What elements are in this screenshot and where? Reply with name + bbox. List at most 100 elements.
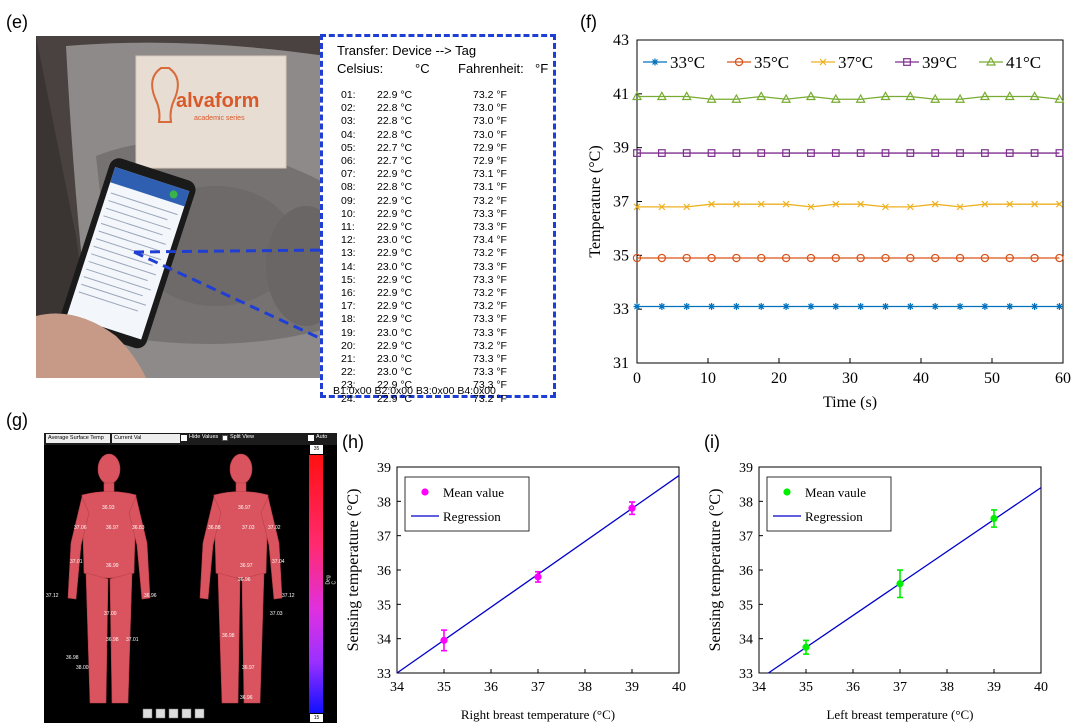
scale-min[interactable]: 15 — [310, 714, 323, 722]
reading-index: 07: — [341, 168, 356, 181]
reading-index: 05: — [341, 141, 356, 154]
data-point — [981, 149, 989, 157]
data-point — [955, 93, 966, 103]
y-tick-label: 39 — [739, 461, 753, 476]
data-point — [1054, 93, 1065, 103]
celsius-label: Celsius: — [337, 61, 384, 76]
data-point — [732, 302, 740, 310]
data-point — [880, 91, 891, 101]
y-axis-label: Sensing temperature (°C) — [707, 489, 724, 652]
reading-celsius: 23.0 °C — [377, 260, 413, 273]
data-point — [806, 253, 816, 263]
reading-row: 16: 22.9 °C 73.2 °F — [341, 287, 507, 300]
reading-celsius: 22.8 °C — [377, 128, 413, 141]
data-point — [981, 200, 989, 208]
reading-index: 01: — [341, 89, 356, 101]
data-point — [855, 93, 866, 103]
series-line — [637, 203, 1060, 208]
reading-index: 02: — [341, 102, 356, 115]
series-line — [637, 95, 1060, 100]
hide-values-checkbox[interactable] — [181, 435, 187, 441]
legend-label: Regression — [443, 509, 501, 524]
reading-index: 09: — [341, 194, 356, 207]
current-val-dropdown[interactable]: Current Val — [112, 434, 180, 443]
y-tick-label: 38 — [377, 495, 391, 510]
x-tick-label: 60 — [1055, 370, 1071, 387]
reading-index: 24: — [341, 392, 356, 405]
surface-temp-dropdown[interactable]: Average Surface Temp — [46, 434, 110, 443]
x-tick-label: 10 — [700, 370, 716, 387]
y-tick-label: 43 — [613, 32, 629, 49]
reading-fahrenheit: 73.2 °F — [473, 287, 507, 300]
reading-fahrenheit: 73.0 °F — [473, 102, 507, 115]
reading-fahrenheit: 73.2 °F — [473, 300, 507, 313]
reading-celsius: 23.0 °C — [377, 234, 413, 247]
reading-row: 09: 22.9 °C 73.2 °F — [341, 195, 507, 208]
reading-index: 13: — [341, 247, 356, 260]
reading-row: 12: 23.0 °C 73.4 °F — [341, 234, 507, 247]
data-point — [782, 149, 791, 157]
thermal-reading: 38.00 — [76, 665, 89, 671]
x-tick-label: 40 — [672, 680, 686, 695]
reading-celsius: 22.9 °C — [377, 194, 413, 207]
data-point — [1029, 91, 1040, 101]
data-point — [1031, 200, 1039, 208]
reading-row: 02: 22.8 °C 73.0 °F — [341, 102, 507, 115]
thermal-reading: 36.96 — [238, 577, 251, 583]
fahrenheit-unit: °F — [535, 61, 549, 76]
panel-label-i: (i) — [704, 432, 720, 452]
panel-label-e: (e) — [6, 12, 28, 32]
thermal-reading: 36.98 — [66, 655, 79, 661]
y-tick-label: 35 — [613, 247, 629, 264]
series-2 — [633, 200, 1063, 211]
reading-row: 08: 22.8 °C 73.1 °F — [341, 181, 507, 194]
reading-fahrenheit: 73.3 °F — [473, 313, 507, 326]
legend-label: 41°C — [1006, 53, 1041, 72]
y-axis-label: Temperature (°C) — [587, 145, 604, 257]
data-point — [632, 253, 642, 263]
reading-fahrenheit: 73.3 °F — [473, 366, 507, 379]
thermal-reading: 36.98 — [106, 637, 119, 643]
data-point — [651, 58, 659, 66]
reading-fahrenheit: 73.3 °F — [473, 379, 507, 392]
reading-fahrenheit: 73.3 °F — [473, 273, 507, 286]
x-tick-label: 50 — [984, 370, 1000, 387]
x-tick-label: 36 — [846, 680, 860, 695]
reading-row: 24: 22.9 °C 73.2 °F — [341, 393, 507, 406]
thermal-reading: 37.04 — [272, 559, 285, 565]
data-point — [683, 203, 691, 211]
data-point — [1005, 253, 1014, 263]
panel-label-f: (f) — [580, 12, 597, 32]
legend: 33°C 35°C 37°C 39°C 41°C — [643, 53, 1041, 72]
data-point — [857, 302, 865, 310]
legend-label: 37°C — [838, 53, 873, 72]
x-axis-label: Left breast temperature (°C) — [826, 707, 973, 722]
panel-label-h: (h) — [342, 432, 364, 452]
legend-label: Mean vaule — [805, 485, 866, 500]
x-tick-label: 39 — [625, 680, 639, 695]
reading-fahrenheit: 73.2 °F — [473, 339, 507, 352]
data-point — [857, 200, 865, 208]
reading-fahrenheit: 73.3 °F — [473, 353, 507, 366]
data-point — [856, 253, 865, 263]
scale-max[interactable]: 35 — [310, 445, 323, 454]
reading-celsius: 22.9 °C — [377, 168, 413, 181]
y-tick-label: 37 — [739, 530, 753, 545]
reading-row: 05: 22.7 °C 72.9 °F — [341, 142, 507, 155]
x-tick-label: 40 — [1034, 680, 1048, 695]
data-point — [881, 149, 890, 157]
y-tick-label: 39 — [613, 140, 629, 157]
data-point — [534, 573, 542, 581]
data-point — [881, 253, 890, 263]
thermal-reading: 36.99 — [106, 563, 119, 569]
data-point — [658, 203, 666, 211]
auto-checkbox[interactable] — [308, 435, 314, 441]
data-point — [1055, 302, 1063, 310]
data-point — [856, 149, 865, 157]
data-point — [708, 302, 716, 310]
split-view-checkbox[interactable] — [222, 435, 228, 441]
data-point — [896, 580, 904, 588]
reading-index: 04: — [341, 128, 356, 141]
x-tick-label: 0 — [633, 370, 641, 387]
